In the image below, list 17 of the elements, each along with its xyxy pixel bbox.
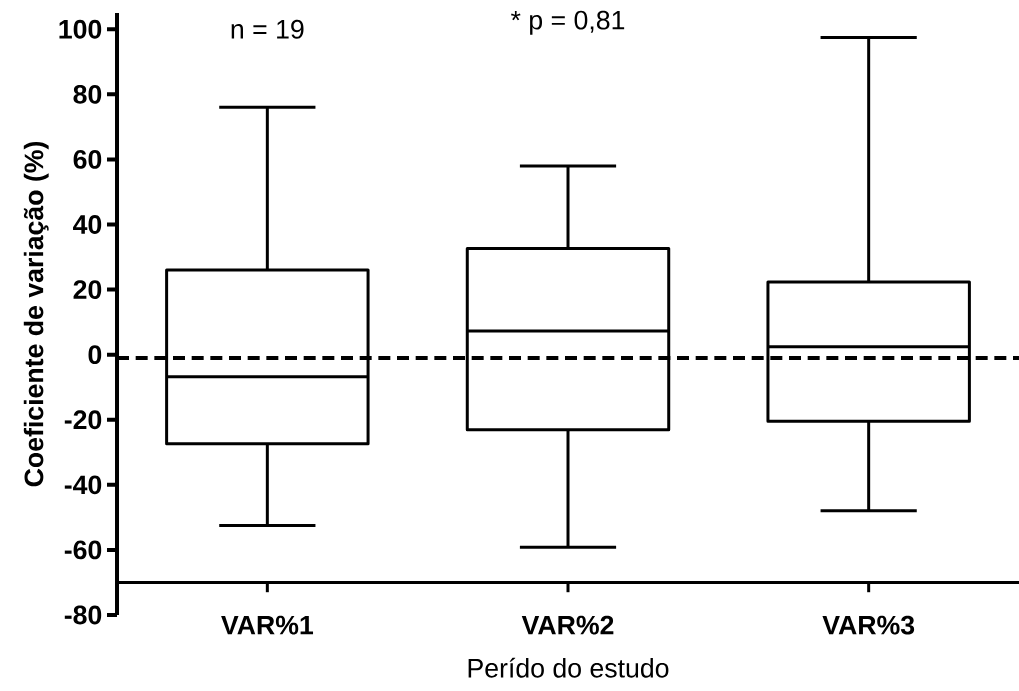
y-tick-label: -60 <box>64 540 102 560</box>
y-tick-label: -40 <box>64 475 102 495</box>
y-tick-label: 60 <box>73 149 102 169</box>
y-tick-label: 20 <box>73 280 102 300</box>
y-tick-label: -80 <box>64 605 102 625</box>
y-tick-label: -20 <box>64 410 102 430</box>
annotation: * p = 0,81 <box>510 10 625 35</box>
y-tick-label: 0 <box>88 345 102 365</box>
y-tick-label: 100 <box>59 19 102 39</box>
x-tick-label: VAR%2 <box>521 615 614 635</box>
annotation: n = 19 <box>231 19 304 39</box>
y-tick-label: 40 <box>73 215 102 234</box>
x-axis-title: Perído do estudo <box>468 657 669 678</box>
x-tick-label: VAR%1 <box>221 615 314 635</box>
y-tick-label: 80 <box>73 84 102 104</box>
y-axis-title: Coeficiente de variação (%) <box>23 141 49 487</box>
x-tick-label: VAR%3 <box>822 615 915 635</box>
